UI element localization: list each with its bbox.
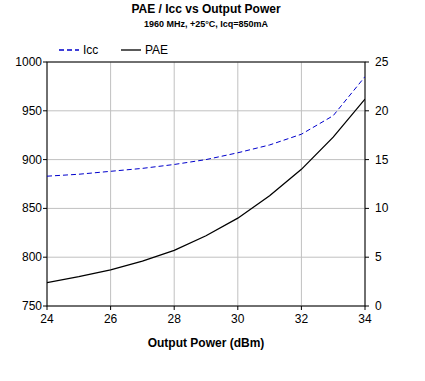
tick — [365, 159, 369, 160]
legend-swatch — [59, 49, 79, 50]
tick-label: 750 — [22, 299, 42, 313]
chart-svg: PAE / Icc vs Output Power 1960 MHz, +25°C… — [0, 0, 425, 381]
tick — [174, 306, 175, 310]
tick-label: 10 — [375, 201, 389, 215]
tick-label: 0 — [375, 299, 382, 313]
tick-label: 5 — [375, 250, 382, 264]
tick — [43, 159, 47, 160]
axis-label: Output Power (dBm) — [148, 336, 265, 350]
tick-label: 1000 — [15, 55, 42, 69]
tick-label: 850 — [22, 201, 42, 215]
tick — [110, 306, 111, 310]
tick — [301, 306, 302, 310]
tick — [43, 110, 47, 111]
legend-label: PAE — [145, 43, 168, 57]
plot-frame — [47, 62, 365, 306]
tick — [43, 208, 47, 209]
tick-label: 32 — [295, 312, 309, 326]
tick — [365, 208, 369, 209]
title: PAE / Icc vs Output Power — [131, 2, 280, 16]
tick-label: 30 — [231, 312, 245, 326]
legend-label: Icc — [83, 43, 98, 57]
tick-label: 28 — [168, 312, 182, 326]
chart: PAE / Icc vs Output Power 1960 MHz, +25°C… — [0, 0, 425, 381]
grid-line — [47, 110, 365, 111]
tick-label: 20 — [375, 104, 389, 118]
plot-area — [47, 77, 365, 283]
tick — [365, 306, 366, 310]
tick — [237, 306, 238, 310]
tick-label: 800 — [22, 250, 42, 264]
series-line — [47, 99, 365, 282]
tick — [365, 110, 369, 111]
tick-label: 25 — [375, 55, 389, 69]
tick — [43, 62, 47, 63]
grid-line — [47, 257, 365, 258]
tick-label: 900 — [22, 153, 42, 167]
legend-swatch — [121, 49, 141, 50]
tick-label: 15 — [375, 153, 389, 167]
tick — [365, 257, 369, 258]
tick-label: 34 — [358, 312, 372, 326]
tick-label: 24 — [40, 312, 54, 326]
subtitle: 1960 MHz, +25°C, Icq=850mA — [144, 19, 269, 29]
tick — [365, 306, 369, 307]
tick — [43, 257, 47, 258]
tick — [365, 62, 369, 63]
tick-label: 26 — [104, 312, 118, 326]
tick — [47, 306, 48, 310]
series-line — [47, 77, 365, 177]
grid-line — [237, 62, 238, 306]
tick-label: 950 — [22, 104, 42, 118]
grid-line — [301, 62, 302, 306]
grid-line — [47, 208, 365, 209]
grid-line — [174, 62, 175, 306]
tick — [43, 306, 47, 307]
